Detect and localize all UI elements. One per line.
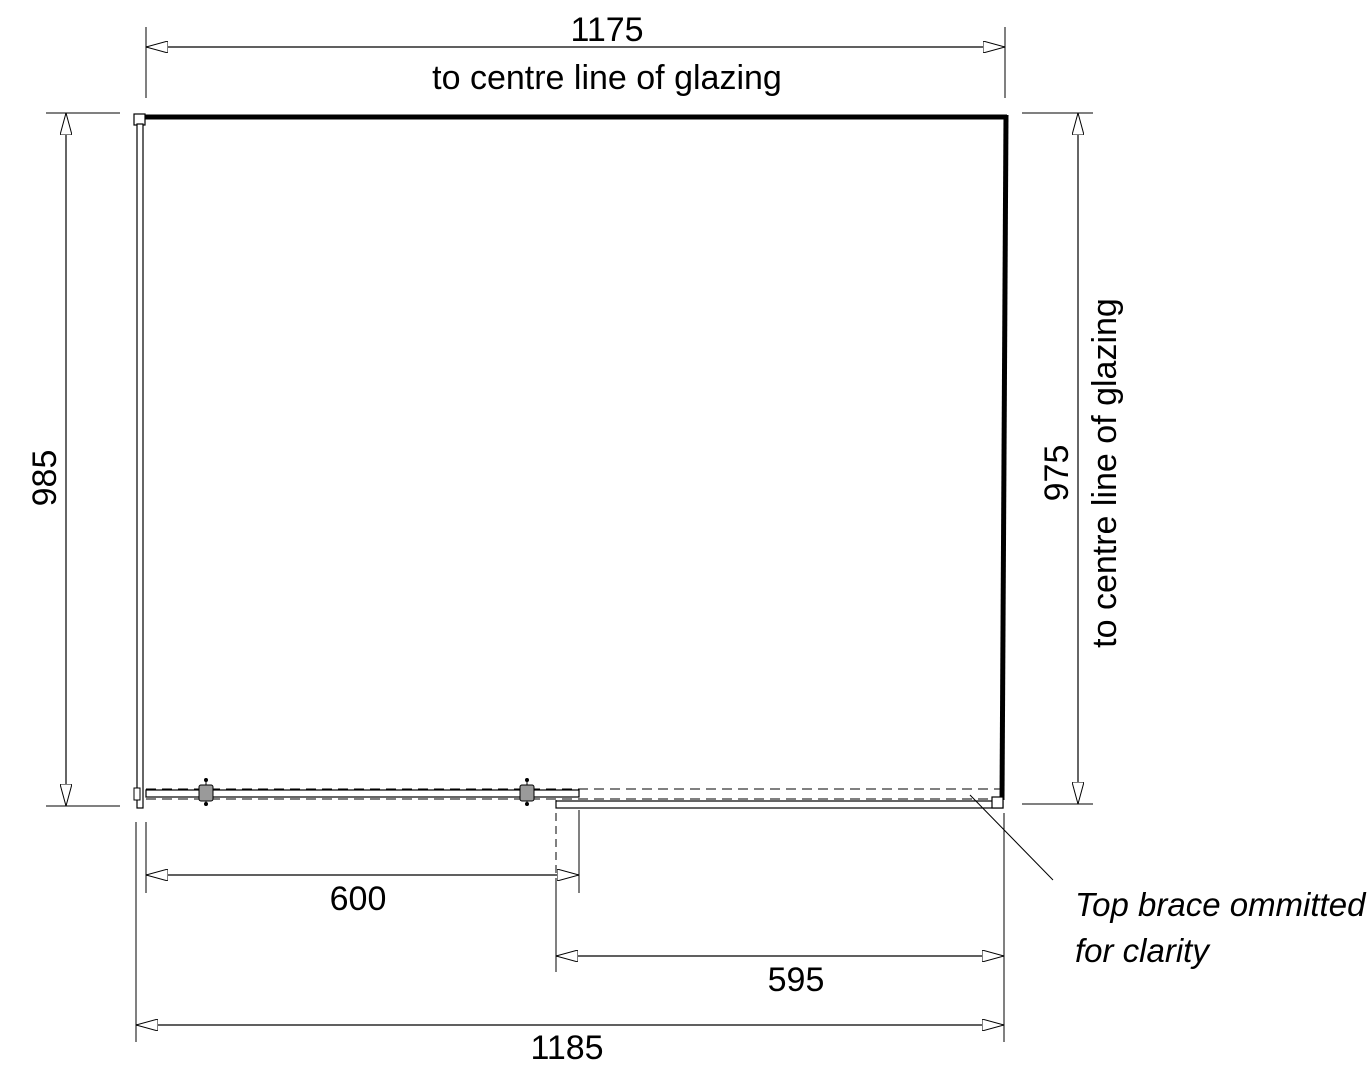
dimension-overall-width-value: 1185 (530, 1029, 603, 1065)
dimension-door-width-value: 600 (330, 880, 387, 918)
dimension-left-height-value: 985 (26, 450, 64, 507)
callout-line-1: Top brace ommitted (1075, 886, 1367, 923)
enclosure-outline (133, 113, 1009, 809)
dimension-left-height: 985 (26, 112, 120, 807)
dimension-door-width: 600 (145, 810, 580, 918)
dimension-right-height-value: 975 (1038, 445, 1076, 502)
dimension-panel-width: 595 (555, 813, 1005, 999)
callout-line-2: for clarity (1075, 932, 1211, 969)
door-roller-right (519, 778, 535, 806)
dimension-top-width-value: 1175 (570, 11, 643, 49)
door-roller-left (198, 778, 214, 806)
callout-top-brace: Top brace ommitted for clarity (969, 794, 1367, 969)
dimension-top-width: 1175 to centre line of glazing (145, 11, 1006, 98)
dimension-right-height-note: to centre line of glazing (1086, 298, 1124, 648)
sliding-door-assembly (133, 787, 1004, 880)
dimension-right-height: 975 to centre line of glazing (1022, 112, 1124, 805)
dimension-top-width-note: to centre line of glazing (432, 59, 782, 97)
dimension-panel-width-value: 595 (768, 961, 825, 999)
dimension-overall-width: 1185 (135, 822, 1005, 1065)
